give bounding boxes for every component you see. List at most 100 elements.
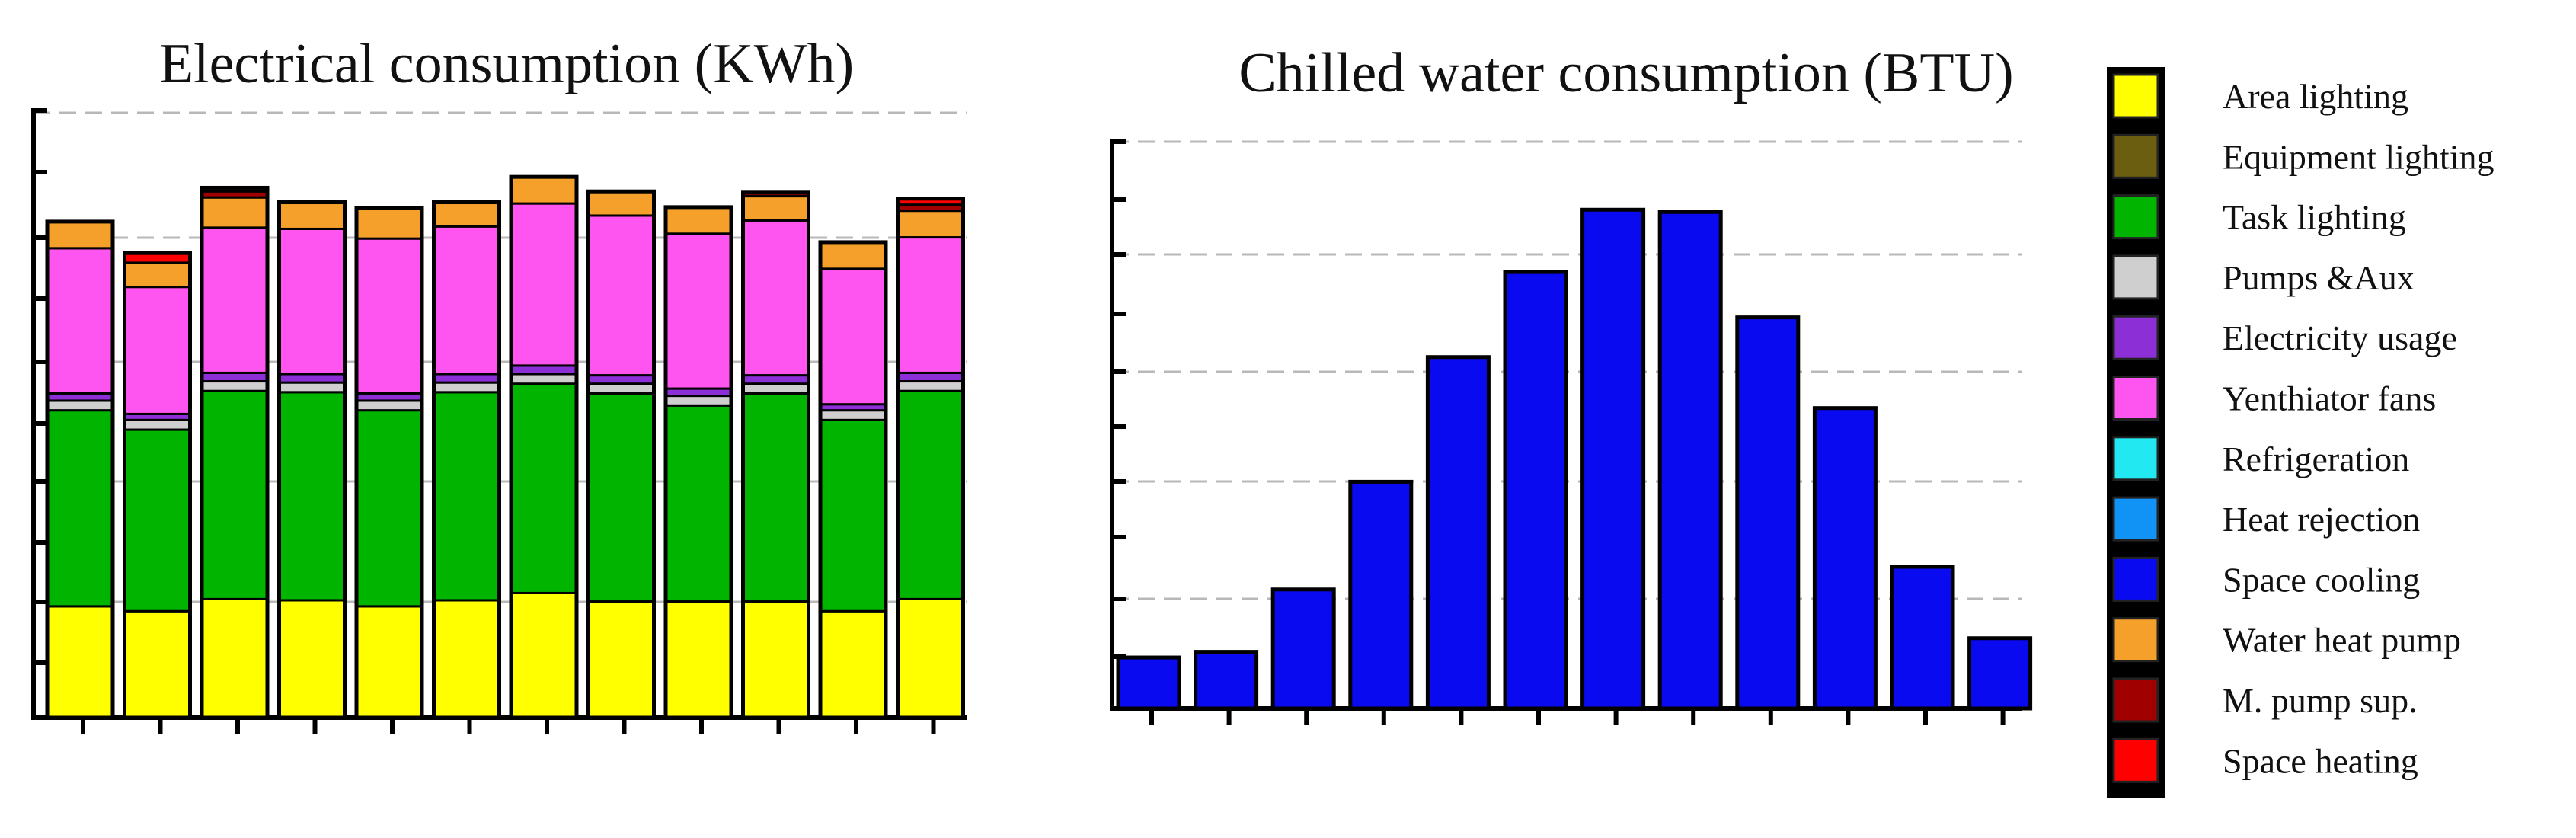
bar-segment-task-lighting: Task lighting: 1.72	[896, 389, 964, 600]
bar-segment-yenthiator-fans: Yenthiator fans: 1.2	[278, 227, 346, 376]
bar-segment-task-lighting: Task lighting: 1.58	[819, 418, 887, 613]
bar-segment-task-lighting: Task lighting: 1.62	[46, 409, 114, 608]
electrical-consumption-chart: Area lighting: 0.92Task lighting: 1.62Pu…	[31, 108, 967, 734]
bar-segment-area-lighting: Area lighting: 0.96	[587, 600, 655, 719]
bar-3: 3: 1.05	[1270, 587, 1336, 711]
bar-7: 7: 4.4	[1580, 207, 1646, 711]
stacked-bar-7: Area lighting: 1.03Task lighting: 1.73Pu…	[509, 174, 579, 720]
stacked-bar-2: Area lighting: 0.88Task lighting: 1.5Pum…	[123, 251, 192, 720]
bar-segment-water-heat-pump: Water heat pump: 0.22	[819, 241, 887, 270]
bar-segment-pumps-aux: Pumps &Aux: 0.08	[123, 418, 191, 431]
bar-segment-area-lighting: Area lighting: 0.97	[433, 599, 500, 719]
legend-label: Equipment lighting	[2223, 137, 2494, 176]
bar-segment-electricity-usage: Electricity usage: 0.07	[433, 373, 500, 384]
bar-segment-yenthiator-fans: Yenthiator fans: 1.28	[664, 232, 733, 390]
bar-10: 10: 2.65	[1812, 406, 1878, 711]
bar-segment-pumps-aux: Pumps &Aux: 0.08	[278, 381, 346, 394]
legend-swatch	[2112, 677, 2159, 723]
bar-segment-water-heat-pump: Water heat pump: 0.22	[278, 201, 346, 230]
bar-segment-water-heat-pump: Water heat pump: 0.2	[433, 201, 500, 228]
bar-9: 9: 3.45	[1735, 315, 1801, 711]
legend-label: Task lighting	[2223, 198, 2406, 237]
bar-6: 6: 3.85	[1503, 270, 1568, 711]
bar-segment-electricity-usage: Electricity usage: 0.07	[200, 371, 269, 383]
bar-segment-area-lighting: Area lighting: 0.96	[742, 600, 810, 719]
bar-11: 11: 1.25	[1890, 565, 1955, 711]
bar-8: 8: 4.38	[1657, 210, 1723, 711]
bar-segment-yenthiator-fans: Yenthiator fans: 1.28	[355, 237, 423, 395]
bar-outline	[741, 190, 810, 720]
bar-segment-task-lighting: Task lighting: 1.72	[587, 392, 655, 603]
bar-segment-area-lighting: Area lighting: 0.98	[200, 597, 269, 719]
legend: Area lighting Equipment lighting Task ligh…	[2107, 67, 2494, 798]
chilled-water-chart-title: Chilled water consumption (BTU)	[1238, 42, 2013, 104]
bar-segment-area-lighting: Area lighting: 0.96	[664, 600, 733, 719]
legend-label: Heat rejection	[2223, 500, 2420, 539]
bar-1: 1: 0.45	[1116, 655, 1181, 711]
bar-segment-water-heat-pump: Water heat pump: 0.2	[587, 190, 655, 217]
bar-segment-pumps-aux: Pumps &Aux: 0.08	[664, 395, 733, 407]
legend-item: Heat rejection	[2112, 496, 2420, 542]
legend-swatch	[2112, 737, 2159, 783]
bar-segment-task-lighting: Task lighting: 1.72	[742, 392, 810, 603]
bar-segment-area-lighting: Area lighting: 0.97	[278, 599, 346, 719]
bar-2: 2: 0.5	[1194, 650, 1259, 711]
bar-segment-task-lighting: Task lighting: 1.5	[123, 428, 191, 613]
bar-segment-pumps-aux: Pumps &Aux: 0.08	[46, 399, 114, 412]
bar-segment-pumps-aux: Pumps &Aux: 0.08	[819, 409, 887, 421]
bar-segment-water-heat-pump: Water heat pump: 0.22	[46, 220, 114, 250]
legend-item: Equipment lighting	[2112, 133, 2494, 179]
stacked-bar-5: Area lighting: 0.92Task lighting: 1.62Pu…	[354, 206, 424, 720]
bar-4: 4: 2	[1348, 479, 1414, 711]
bar-outline	[509, 174, 579, 720]
legend-item: Space heating	[2112, 737, 2418, 783]
bar-outline	[354, 206, 424, 720]
bar-segment-pumps-aux: Pumps &Aux: 0.08	[896, 380, 964, 392]
legend-swatch	[2112, 556, 2159, 602]
bar-segment-water-heat-pump: Water heat pump: 0.25	[355, 206, 423, 240]
bar-segment-pumps-aux: Pumps &Aux: 0.08	[587, 382, 655, 395]
legend-item: Electricity usage	[2112, 315, 2457, 360]
bar-outline	[586, 189, 656, 720]
bar-segment-area-lighting: Area lighting: 0.98	[896, 597, 964, 719]
bar-outline	[200, 185, 270, 720]
legend-item: Yenthiator fans	[2112, 376, 2436, 421]
bar-segment-pumps-aux: Pumps &Aux: 0.08	[510, 373, 578, 385]
bar-segment-water-heat-pump: Water heat pump: 0.2	[742, 195, 810, 222]
legend-swatch	[2112, 315, 2159, 360]
bar-segment-water-heat-pump: Water heat pump: 0.25	[200, 196, 269, 229]
bar-outline	[45, 219, 115, 720]
legend-swatch	[2112, 133, 2159, 179]
bar-segment-pumps-aux: Pumps &Aux: 0.08	[200, 380, 269, 392]
bar-segment-electricity-usage: Electricity usage: 0.07	[896, 371, 964, 383]
bar-outline	[123, 251, 192, 720]
legend-swatch	[2112, 496, 2159, 542]
bar-segment-task-lighting: Task lighting: 1.72	[433, 391, 500, 602]
legend-label: M. pump sup.	[2223, 681, 2418, 720]
stacked-bar-8: Area lighting: 0.96Task lighting: 1.72Pu…	[586, 189, 656, 720]
legend-label: Pumps &Aux	[2223, 258, 2415, 297]
legend-swatch	[2112, 194, 2159, 240]
stacked-bar-6: Area lighting: 0.97Task lighting: 1.72Pu…	[432, 200, 501, 720]
bar-segment-water-heat-pump: Water heat pump: 0.2	[123, 261, 191, 289]
legend-swatch	[2112, 254, 2159, 300]
legend-item: Task lighting	[2112, 194, 2406, 240]
legend-label: Refrigeration	[2223, 440, 2409, 478]
legend-label: Yenthiator fans	[2223, 379, 2436, 418]
legend-frame	[2107, 67, 2165, 798]
legend-item: Refrigeration	[2112, 436, 2409, 481]
bar-segment-water-heat-pump: Water heat pump: 0.22	[510, 175, 578, 205]
stacked-bar-4: Area lighting: 0.97Task lighting: 1.72Pu…	[277, 200, 347, 720]
bar-outline	[277, 200, 347, 720]
legend-label: Area lighting	[2223, 77, 2408, 116]
bar-segment-yenthiator-fans: Yenthiator fans: 1.32	[587, 214, 655, 377]
electrical-chart-title: Electrical consumption (KWh)	[159, 33, 854, 95]
bar-segment-yenthiator-fans: Yenthiator fans: 1.34	[510, 202, 578, 367]
bar-outline	[663, 205, 733, 720]
legend-swatch	[2112, 73, 2159, 119]
bar-segment-pumps-aux: Pumps &Aux: 0.08	[742, 382, 810, 395]
bar-12: 12: 0.62	[1967, 636, 2033, 711]
bar-segment-yenthiator-fans: Yenthiator fans: 1.12	[819, 267, 887, 406]
